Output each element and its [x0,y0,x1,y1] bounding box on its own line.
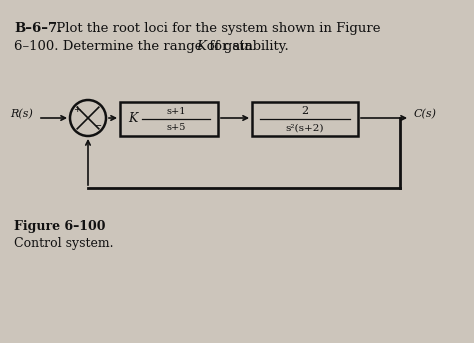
Text: R(s): R(s) [10,109,33,119]
Bar [120,102,218,136]
Text: +: + [73,105,81,114]
Text: s+1: s+1 [166,106,186,116]
Text: s²(s+2): s²(s+2) [286,123,324,132]
Text: K: K [128,113,137,126]
Text: 2: 2 [301,106,309,116]
Bar [252,102,358,136]
Text: Figure 6–100: Figure 6–100 [14,220,106,233]
Text: s+5: s+5 [166,123,186,132]
Text: −: − [94,121,102,131]
Text: Plot the root loci for the system shown in Figure: Plot the root loci for the system shown … [52,22,381,35]
Text: Control system.: Control system. [14,237,113,250]
Text: C(s): C(s) [414,109,437,119]
Text: B–6–7.: B–6–7. [14,22,62,35]
Text: for stability.: for stability. [205,40,289,53]
Text: 6–100. Determine the range of gain: 6–100. Determine the range of gain [14,40,257,53]
Text: K: K [196,40,206,53]
